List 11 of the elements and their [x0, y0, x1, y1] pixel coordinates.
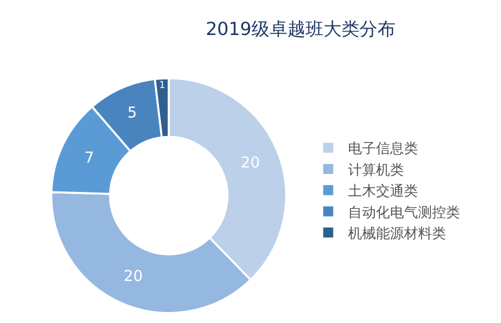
legend-label: 电子信息类: [348, 141, 418, 158]
data-label: 5: [127, 103, 137, 122]
legend-label: 自动化电气测控类: [348, 204, 460, 221]
chart-title: 2019级卓越班大类分布: [206, 19, 396, 40]
legend-label: 机械能源材料类: [348, 226, 446, 242]
legend-label: 计算机类: [348, 162, 404, 178]
data-label: 7: [84, 148, 94, 167]
legend-label: 土木交通类: [348, 184, 418, 200]
data-label: 20: [124, 267, 143, 286]
data-label: 20: [240, 154, 260, 172]
data-label: 1: [159, 80, 166, 92]
